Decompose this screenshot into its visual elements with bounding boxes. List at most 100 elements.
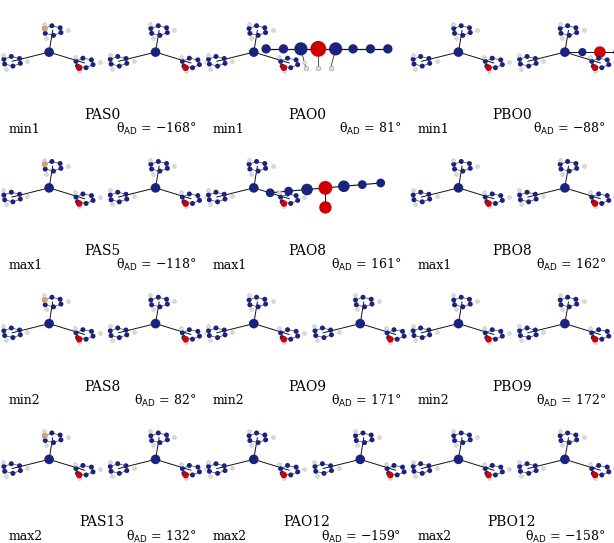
Point	[531, 195, 541, 204]
Point	[219, 326, 229, 334]
Point	[155, 31, 165, 40]
Point	[300, 193, 309, 201]
Point	[321, 203, 330, 212]
Point	[296, 45, 306, 53]
Point	[15, 462, 25, 470]
Point	[317, 459, 327, 468]
Point	[95, 464, 104, 473]
Point	[381, 324, 391, 332]
Point	[276, 464, 286, 473]
Point	[554, 427, 564, 435]
Point	[195, 60, 204, 69]
Point	[205, 472, 215, 481]
Point	[63, 26, 73, 34]
Point	[244, 295, 254, 304]
Point	[465, 431, 475, 439]
Point	[360, 302, 370, 311]
Point	[56, 435, 66, 444]
Point	[484, 471, 494, 479]
Point	[129, 328, 139, 337]
Point	[0, 467, 10, 476]
Point	[205, 65, 215, 73]
Point	[212, 469, 222, 478]
Point	[105, 458, 115, 466]
Point	[23, 192, 33, 201]
Point	[23, 464, 33, 472]
Point	[78, 461, 88, 470]
Point	[432, 192, 441, 201]
Point	[78, 325, 88, 334]
Point	[350, 427, 360, 435]
Point	[41, 169, 51, 178]
Point	[386, 473, 395, 482]
Point	[531, 59, 541, 68]
Point	[530, 190, 540, 199]
Point	[81, 471, 91, 479]
Point	[204, 55, 214, 64]
Point	[74, 199, 84, 208]
Point	[147, 165, 157, 173]
Point	[554, 291, 564, 300]
Point	[531, 466, 541, 475]
Point	[456, 428, 466, 437]
Point	[300, 329, 309, 337]
Point	[491, 471, 500, 479]
Point	[488, 461, 497, 470]
Text: θ$_\mathrm{AD}$ = −159°: θ$_\mathrm{AD}$ = −159°	[321, 528, 401, 543]
Point	[177, 464, 187, 473]
Point	[146, 427, 155, 435]
Point	[184, 325, 194, 334]
Point	[585, 188, 595, 197]
Text: min1: min1	[8, 123, 40, 136]
Point	[195, 332, 204, 340]
Point	[458, 167, 468, 175]
Point	[74, 202, 84, 211]
Point	[163, 435, 173, 444]
Text: max1: max1	[418, 258, 452, 272]
Point	[0, 458, 8, 466]
Point	[204, 191, 214, 199]
Point	[449, 436, 459, 445]
Point	[293, 196, 303, 205]
Point	[203, 322, 213, 331]
Point	[274, 324, 284, 332]
Point	[516, 65, 526, 73]
Point	[69, 188, 79, 197]
Text: θ$_\mathrm{AD}$ = −168°: θ$_\mathrm{AD}$ = −168°	[116, 121, 196, 137]
Point	[244, 431, 254, 440]
Point	[360, 438, 370, 447]
Point	[177, 193, 187, 201]
Point	[594, 461, 604, 470]
Point	[564, 167, 574, 175]
Text: θ$_\mathrm{AD}$ = −158°: θ$_\mathrm{AD}$ = −158°	[525, 528, 606, 543]
Point	[40, 24, 50, 33]
Point	[571, 295, 581, 304]
Point	[8, 62, 18, 71]
Point	[425, 59, 435, 68]
Point	[49, 302, 58, 311]
Point	[81, 335, 91, 344]
Text: max1: max1	[213, 258, 247, 272]
Point	[588, 469, 598, 478]
Point	[425, 195, 435, 204]
Point	[301, 64, 311, 73]
Point	[87, 327, 96, 336]
Point	[47, 21, 57, 30]
Point	[418, 333, 427, 342]
Point	[121, 54, 131, 63]
Point	[88, 468, 98, 476]
Point	[276, 329, 286, 337]
Point	[245, 300, 255, 309]
Point	[41, 29, 50, 37]
Point	[106, 60, 116, 68]
Point	[514, 322, 524, 331]
Point	[179, 198, 189, 206]
Point	[41, 305, 51, 314]
Point	[146, 20, 155, 28]
Point	[15, 54, 25, 63]
Point	[358, 293, 368, 301]
Point	[610, 57, 614, 66]
Point	[227, 56, 237, 65]
Point	[515, 462, 524, 471]
Point	[15, 331, 25, 339]
